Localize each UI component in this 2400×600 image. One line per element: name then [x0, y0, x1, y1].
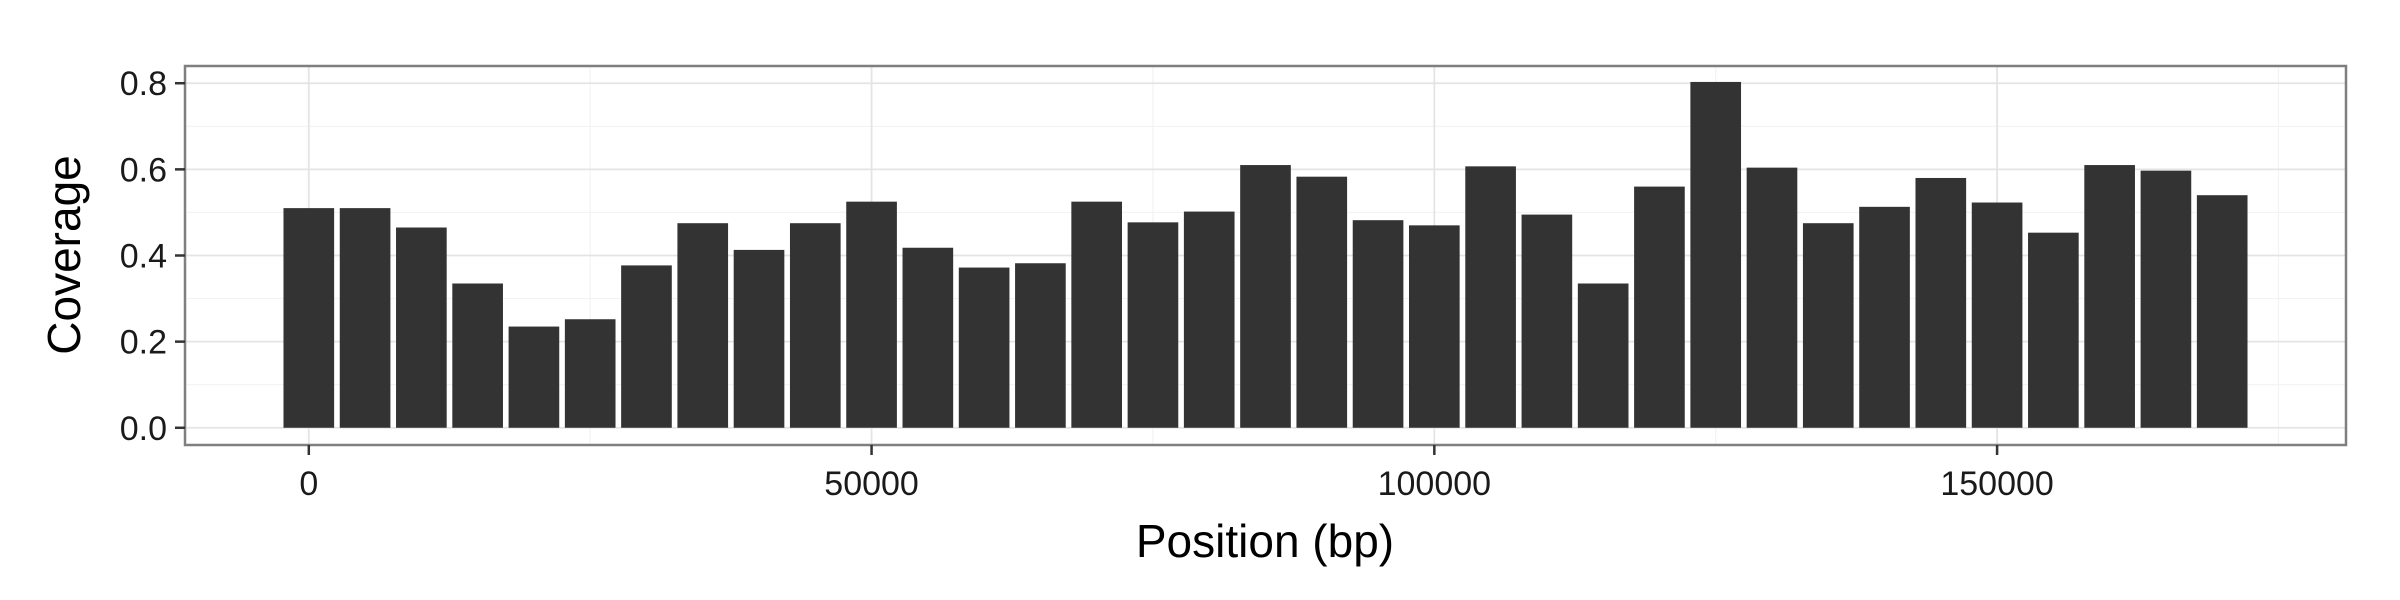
bar — [2140, 170, 2192, 428]
bar — [1802, 223, 1854, 428]
bar — [1015, 263, 1066, 428]
y-tick-label: 0.4 — [120, 238, 167, 276]
bar — [621, 265, 672, 428]
bar — [1915, 177, 1967, 428]
bar — [1971, 202, 2023, 428]
bar — [846, 201, 897, 428]
bar — [789, 223, 841, 428]
x-axis: 0 50000 100000 150000 — [299, 445, 2054, 503]
bar — [2084, 165, 2135, 428]
bar — [1071, 201, 1122, 428]
x-tick-label: 150000 — [1940, 465, 2053, 503]
bar — [1296, 176, 1348, 428]
bar — [339, 208, 391, 428]
bar — [1690, 81, 1742, 428]
x-tick-label: 100000 — [1378, 465, 1491, 503]
y-tick-label: 0.8 — [120, 65, 167, 103]
bar — [1183, 211, 1235, 428]
bar — [508, 326, 560, 428]
y-tick-label: 0.2 — [120, 324, 167, 362]
bar — [283, 208, 335, 428]
y-tick-label: 0.0 — [120, 410, 167, 448]
bar — [902, 247, 954, 428]
bar — [2028, 232, 2079, 428]
bar — [1521, 214, 1573, 428]
bar — [733, 249, 785, 428]
bar — [2196, 195, 2248, 428]
bar — [396, 227, 447, 428]
bar — [452, 283, 503, 428]
bar — [1352, 220, 1404, 428]
bar — [1127, 222, 1179, 428]
bar — [958, 267, 1010, 428]
bar — [1634, 186, 1685, 428]
bar — [564, 319, 616, 428]
x-tick-label: 50000 — [824, 465, 919, 503]
bar — [677, 223, 729, 428]
bar — [1859, 206, 1910, 428]
y-axis-title: Coverage — [38, 155, 90, 354]
bar — [1240, 165, 1291, 428]
bar — [1465, 166, 1516, 428]
x-axis-title: Position (bp) — [1136, 515, 1394, 567]
bar — [1409, 225, 1460, 428]
y-axis: 0.0 0.2 0.4 0.6 0.8 — [120, 65, 185, 448]
bar — [1746, 167, 1798, 428]
y-tick-label: 0.6 — [120, 151, 167, 189]
bar — [1577, 283, 1629, 428]
x-tick-label: 0 — [299, 465, 318, 503]
bars — [283, 81, 2248, 428]
